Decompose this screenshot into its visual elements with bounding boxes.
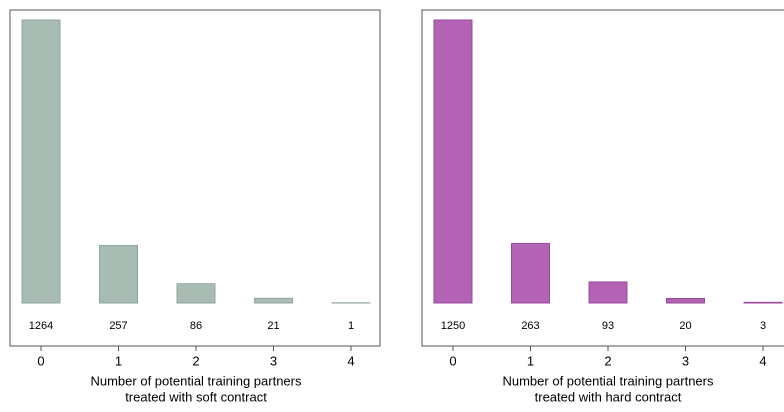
x-tick-label: 1 xyxy=(527,353,534,368)
bar xyxy=(743,301,783,304)
x-axis-label: Number of potential training partners xyxy=(502,373,714,388)
value-label: 21 xyxy=(267,320,279,332)
value-label: 1250 xyxy=(441,320,465,332)
value-label: 1264 xyxy=(29,320,53,332)
bar xyxy=(666,297,705,304)
value-label: 1 xyxy=(348,320,354,332)
x-axis-label: treated with hard contract xyxy=(535,389,682,404)
value-label: 20 xyxy=(679,320,691,332)
bar xyxy=(588,281,628,304)
plot-frame xyxy=(9,9,381,347)
bar xyxy=(176,283,216,304)
x-axis-label: Number of potential training partners xyxy=(90,373,302,388)
value-label: 93 xyxy=(602,320,614,332)
x-tick-label: 1 xyxy=(115,353,122,368)
x-tick-label: 2 xyxy=(192,353,199,368)
x-tick-label: 0 xyxy=(37,353,44,368)
bar xyxy=(433,19,473,304)
x-tick-label: 4 xyxy=(759,353,766,368)
x-tick-label: 2 xyxy=(604,353,611,368)
value-label: 257 xyxy=(109,320,127,332)
bar xyxy=(21,19,61,304)
x-axis-label: treated with soft contract xyxy=(125,389,267,404)
bar xyxy=(511,242,550,304)
plot-frame xyxy=(421,9,784,347)
value-label: 263 xyxy=(521,320,539,332)
x-tick-label: 3 xyxy=(270,353,277,368)
value-label: 86 xyxy=(190,320,202,332)
x-tick-label: 4 xyxy=(347,353,354,368)
x-tick-label: 0 xyxy=(449,353,456,368)
x-tick-label: 3 xyxy=(682,353,689,368)
value-label: 3 xyxy=(760,320,766,332)
bar xyxy=(99,244,138,304)
bar xyxy=(254,297,293,304)
